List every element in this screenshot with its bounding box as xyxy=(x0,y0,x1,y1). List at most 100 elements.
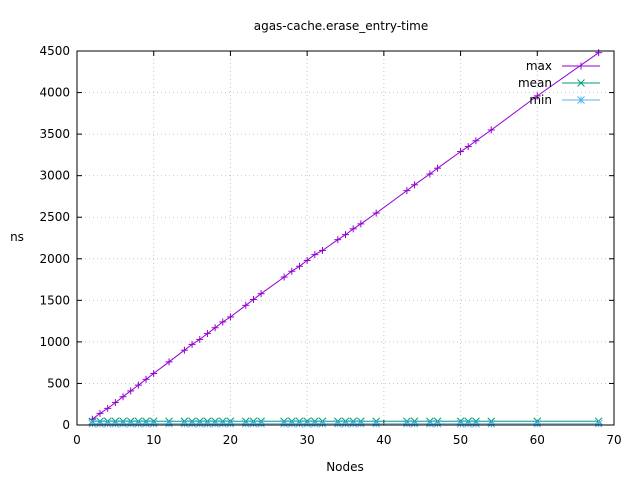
y-tick-label: 3000 xyxy=(39,169,70,183)
data-point-max xyxy=(242,301,250,309)
data-point-min xyxy=(195,419,204,428)
x-tick-label: 70 xyxy=(606,433,621,447)
data-point-max xyxy=(403,187,411,195)
y-tick-label: 2000 xyxy=(39,252,70,266)
data-point-min xyxy=(126,419,135,428)
legend-label: min xyxy=(529,93,552,107)
data-point-min xyxy=(111,419,120,428)
y-tick-label: 1000 xyxy=(39,335,70,349)
data-point-max xyxy=(96,409,104,417)
data-point-max xyxy=(334,236,342,244)
data-point-min xyxy=(303,419,311,428)
x-tick-label: 30 xyxy=(300,433,315,447)
data-point-max xyxy=(119,393,127,401)
data-point-min xyxy=(533,419,542,428)
data-point-max xyxy=(134,381,142,389)
data-point-min xyxy=(464,419,473,428)
data-point-max xyxy=(349,225,357,233)
y-tick-label: 1500 xyxy=(39,293,70,307)
data-point-max xyxy=(180,346,188,354)
y-axis-label: ns xyxy=(10,230,24,244)
legend-marker xyxy=(577,79,585,87)
legend-label: max xyxy=(526,59,552,73)
data-point-max xyxy=(342,231,349,239)
x-tick-label: 10 xyxy=(146,433,161,447)
series-min xyxy=(88,419,603,428)
data-point-min xyxy=(426,419,434,428)
data-point-min xyxy=(341,419,350,428)
legend-label: mean xyxy=(518,76,552,90)
data-point-min xyxy=(349,419,358,428)
legend: max mean min xyxy=(518,59,600,107)
y-tick-label: 0 xyxy=(62,418,70,432)
data-point-min xyxy=(456,419,465,428)
data-point-min xyxy=(211,419,219,428)
data-point-max xyxy=(457,148,465,156)
data-point-max xyxy=(142,375,150,383)
data-point-max xyxy=(188,340,196,348)
y-tick-label: 4500 xyxy=(39,44,70,58)
data-point-max xyxy=(426,170,434,178)
data-point-max xyxy=(487,126,495,134)
data-point-max xyxy=(464,143,472,151)
x-tick-label: 0 xyxy=(73,433,81,447)
plot-frame xyxy=(76,50,615,426)
data-point-max xyxy=(249,296,257,304)
legend-item-min: min xyxy=(529,93,600,107)
data-point-max xyxy=(318,246,326,254)
data-point-max xyxy=(226,313,234,321)
data-point-min xyxy=(142,419,150,428)
data-point-max xyxy=(280,273,288,281)
data-point-min xyxy=(472,419,480,428)
x-axis-label: Nodes xyxy=(326,460,364,474)
data-point-max xyxy=(211,324,219,332)
data-point-max xyxy=(203,330,211,338)
data-point-min xyxy=(403,419,411,428)
data-point-max xyxy=(411,181,419,189)
data-point-min xyxy=(356,419,365,428)
data-point-min xyxy=(318,419,327,428)
data-point-min xyxy=(257,419,265,428)
data-point-max xyxy=(311,251,319,259)
x-tick-label: 50 xyxy=(453,433,468,447)
data-point-min xyxy=(249,419,258,428)
data-point-min xyxy=(410,419,419,428)
y-tick-label: 4000 xyxy=(39,86,70,100)
data-point-min xyxy=(433,419,442,428)
data-point-min xyxy=(119,419,127,428)
data-point-max xyxy=(150,369,158,377)
data-point-max xyxy=(303,256,311,264)
data-point-min xyxy=(134,419,143,428)
data-point-min xyxy=(180,419,189,428)
data-point-max xyxy=(595,49,603,57)
data-point-min xyxy=(487,419,496,428)
axis-ticks: 0 500 1000 1500 2000 2500 3000 3500 4000 4500 0 10 2… xyxy=(39,44,621,447)
data-point-max xyxy=(196,335,204,343)
data-point-min xyxy=(295,419,304,428)
data-point-min xyxy=(594,419,603,428)
data-point-max xyxy=(219,318,227,326)
data-point-max xyxy=(127,387,135,395)
plot-area xyxy=(88,49,603,428)
data-point-min xyxy=(226,419,235,428)
legend-marker xyxy=(577,62,585,70)
data-point-max xyxy=(295,262,303,270)
data-point-min xyxy=(333,419,342,428)
series-max xyxy=(88,49,603,423)
data-point-min xyxy=(241,419,250,428)
data-point-min xyxy=(310,419,319,428)
data-point-min xyxy=(103,419,112,428)
data-point-max xyxy=(533,92,541,100)
data-point-max xyxy=(165,358,173,366)
data-point-min xyxy=(287,419,296,428)
data-point-max xyxy=(104,404,112,412)
data-point-min xyxy=(165,419,173,428)
x-tick-label: 20 xyxy=(223,433,238,447)
data-point-min xyxy=(280,419,288,428)
data-point-max xyxy=(257,290,265,298)
legend-item-mean: mean xyxy=(518,76,600,90)
x-tick-label: 40 xyxy=(376,433,391,447)
y-tick-label: 3500 xyxy=(39,127,70,141)
legend-marker xyxy=(577,96,585,104)
